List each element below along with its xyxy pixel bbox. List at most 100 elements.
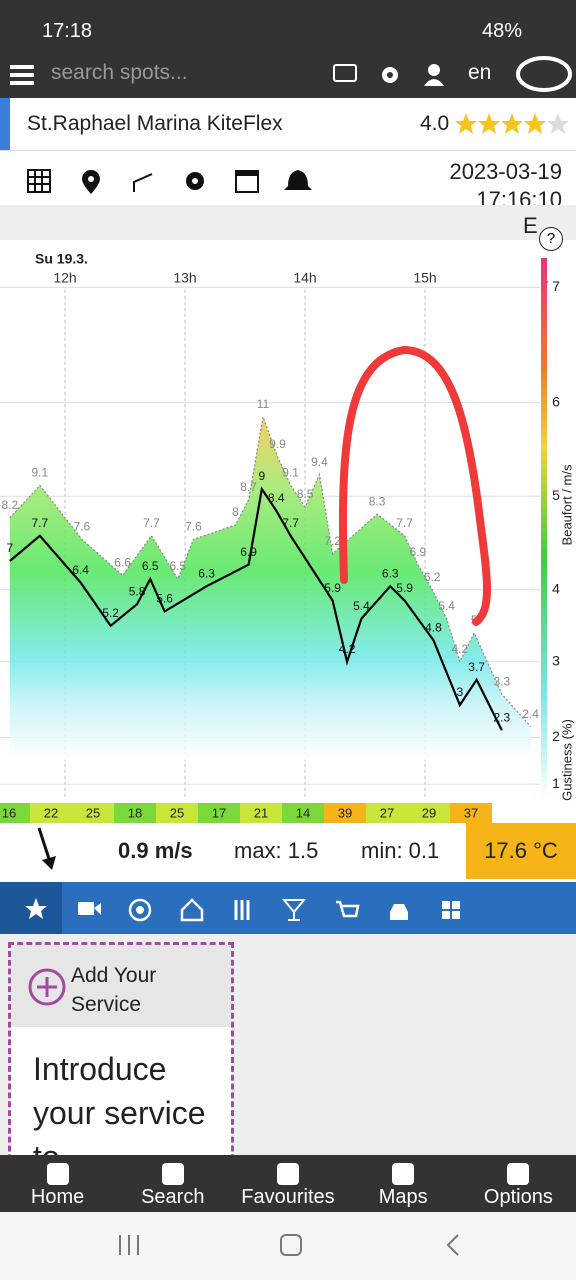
- wind-label: 5.8: [129, 584, 146, 598]
- x-tick-label: 15h: [413, 270, 436, 286]
- wind-label: 5.9: [324, 581, 341, 595]
- nav-item[interactable]: Home: [0, 1155, 115, 1212]
- wind-label: 3: [456, 685, 463, 699]
- nav-item[interactable]: Search: [115, 1155, 230, 1212]
- gust-label: 9.4: [311, 455, 328, 469]
- nav-item[interactable]: Favourites: [230, 1155, 345, 1212]
- wind-min: min: 0.1: [361, 838, 440, 863]
- wind-label: 3.7: [468, 660, 485, 674]
- search-input[interactable]: search spots...: [51, 61, 188, 84]
- nav-icon: [46, 1163, 69, 1185]
- gustiness-value: 21: [254, 805, 268, 820]
- forecast-chart: Su 19.3. 12h 13h 14h 15h 11 2 3 4 5 6 7 Beaufort / m…: [0, 251, 574, 823]
- temperature: 17.6 °C: [466, 823, 576, 879]
- wind-label: 2.3: [493, 710, 510, 724]
- gustiness-value: 25: [170, 805, 184, 820]
- gustiness-cell: [324, 803, 366, 823]
- gustiness-cell: [72, 803, 114, 823]
- gustiness-cell: [450, 803, 492, 823]
- spot-toolbar[interactable]: [24, 166, 324, 196]
- menu-icon[interactable]: [10, 62, 36, 88]
- y-tick-label: 1: [552, 775, 560, 791]
- service-card[interactable]: Add Your Service Introduce your service …: [8, 942, 234, 1178]
- gust-label: 2.4: [522, 707, 539, 721]
- wind-label: 4.8: [425, 620, 442, 634]
- card-title: Add Your Service: [71, 964, 157, 1016]
- wind-label: 7.7: [282, 516, 299, 530]
- gust-label: 8.5: [297, 487, 314, 501]
- gustiness-value: 27: [380, 805, 394, 820]
- header: 17:18 48% search spots... en: [0, 0, 576, 98]
- gust-area: [9, 417, 531, 760]
- y-tick-label: 5: [552, 487, 560, 503]
- gustiness-value: 22: [44, 805, 58, 820]
- wind-label: 9: [258, 469, 265, 483]
- gust-label: 8.3: [369, 494, 386, 508]
- nav-label: Options: [483, 1186, 553, 1208]
- nav-item[interactable]: Options: [461, 1155, 576, 1212]
- y-tick-label: 3: [552, 653, 560, 669]
- nav-label: Favourites: [241, 1186, 335, 1208]
- x-tick-label: 14h: [293, 270, 316, 286]
- gust-label: 6.6: [114, 556, 131, 570]
- help-button[interactable]: ?: [539, 227, 563, 251]
- battery: 48%: [482, 20, 523, 42]
- gustiness-value: 17: [212, 805, 226, 820]
- wind-label: 6.5: [142, 559, 159, 573]
- gust-label: 9.9: [269, 437, 286, 451]
- wind-label: 7.7: [31, 516, 48, 530]
- y-axis-label: Beaufort / m/s: [559, 464, 574, 545]
- color-scale: [541, 258, 547, 800]
- arrow-icon: [37, 827, 56, 870]
- gustiness-cell: [156, 803, 198, 823]
- tab-icons[interactable]: [0, 882, 576, 934]
- nav-item[interactable]: Maps: [346, 1155, 461, 1212]
- wind-speed: 0.9 m/s: [118, 838, 193, 863]
- wind-label: 6.3: [198, 566, 215, 580]
- wind-label: 4.2: [339, 642, 356, 656]
- gust-label: 7.2: [324, 534, 341, 548]
- gustiness-value: 29: [422, 805, 436, 820]
- gustiness-cell: [282, 803, 324, 823]
- language[interactable]: en: [468, 61, 492, 84]
- y-tick-label: 7: [552, 278, 560, 294]
- gust-label: 6.9: [409, 545, 426, 559]
- wind-label: 7: [6, 541, 13, 555]
- gustiness-value: 14: [296, 805, 310, 820]
- y-tick-label: 2: [552, 728, 560, 744]
- wind-label: 6.4: [72, 563, 89, 577]
- gust-label: 3.3: [493, 674, 510, 688]
- gust-label: 7.7: [396, 516, 413, 530]
- nav-icon: [507, 1163, 530, 1185]
- add-icon: [28, 968, 66, 1006]
- gustiness-value: 25: [86, 805, 100, 820]
- wind-label: 5.2: [102, 606, 119, 620]
- wind-line: [9, 486, 503, 731]
- clock: 17:18: [42, 20, 93, 42]
- gustiness-value: 18: [128, 805, 142, 820]
- gustiness-cell: [0, 803, 30, 823]
- accent: [0, 98, 10, 150]
- gust-label: 9.1: [31, 466, 48, 480]
- wind-label: 6.3: [382, 566, 399, 580]
- wind-label: 5.9: [396, 581, 413, 595]
- wind-label: 6.9: [240, 545, 257, 559]
- card-text: Introduce your service to: [33, 1051, 206, 1175]
- wind-label: 8.4: [268, 491, 285, 505]
- gustiness-value: 39: [338, 805, 352, 820]
- spot-bar: St.Raphael Marina KiteFlex 4.0: [0, 98, 576, 151]
- gustiness-value: 16: [2, 805, 16, 820]
- gust-label: 9.1: [282, 466, 299, 480]
- x-tick-label: 13h: [173, 270, 196, 286]
- gust-label: 8: [232, 505, 239, 519]
- gustiness-cell: [30, 803, 72, 823]
- wind-label: 5.6: [156, 592, 173, 606]
- spot-name: St.Raphael Marina KiteFlex: [27, 112, 283, 135]
- system-buttons[interactable]: [0, 1212, 576, 1280]
- gustiness-cell: [198, 803, 240, 823]
- nav-icon: [276, 1163, 299, 1185]
- gust-label: 6.5: [169, 559, 186, 573]
- gust-label: 6.2: [424, 570, 441, 584]
- cut-label: E: [523, 213, 538, 238]
- category-tabs: [0, 882, 576, 934]
